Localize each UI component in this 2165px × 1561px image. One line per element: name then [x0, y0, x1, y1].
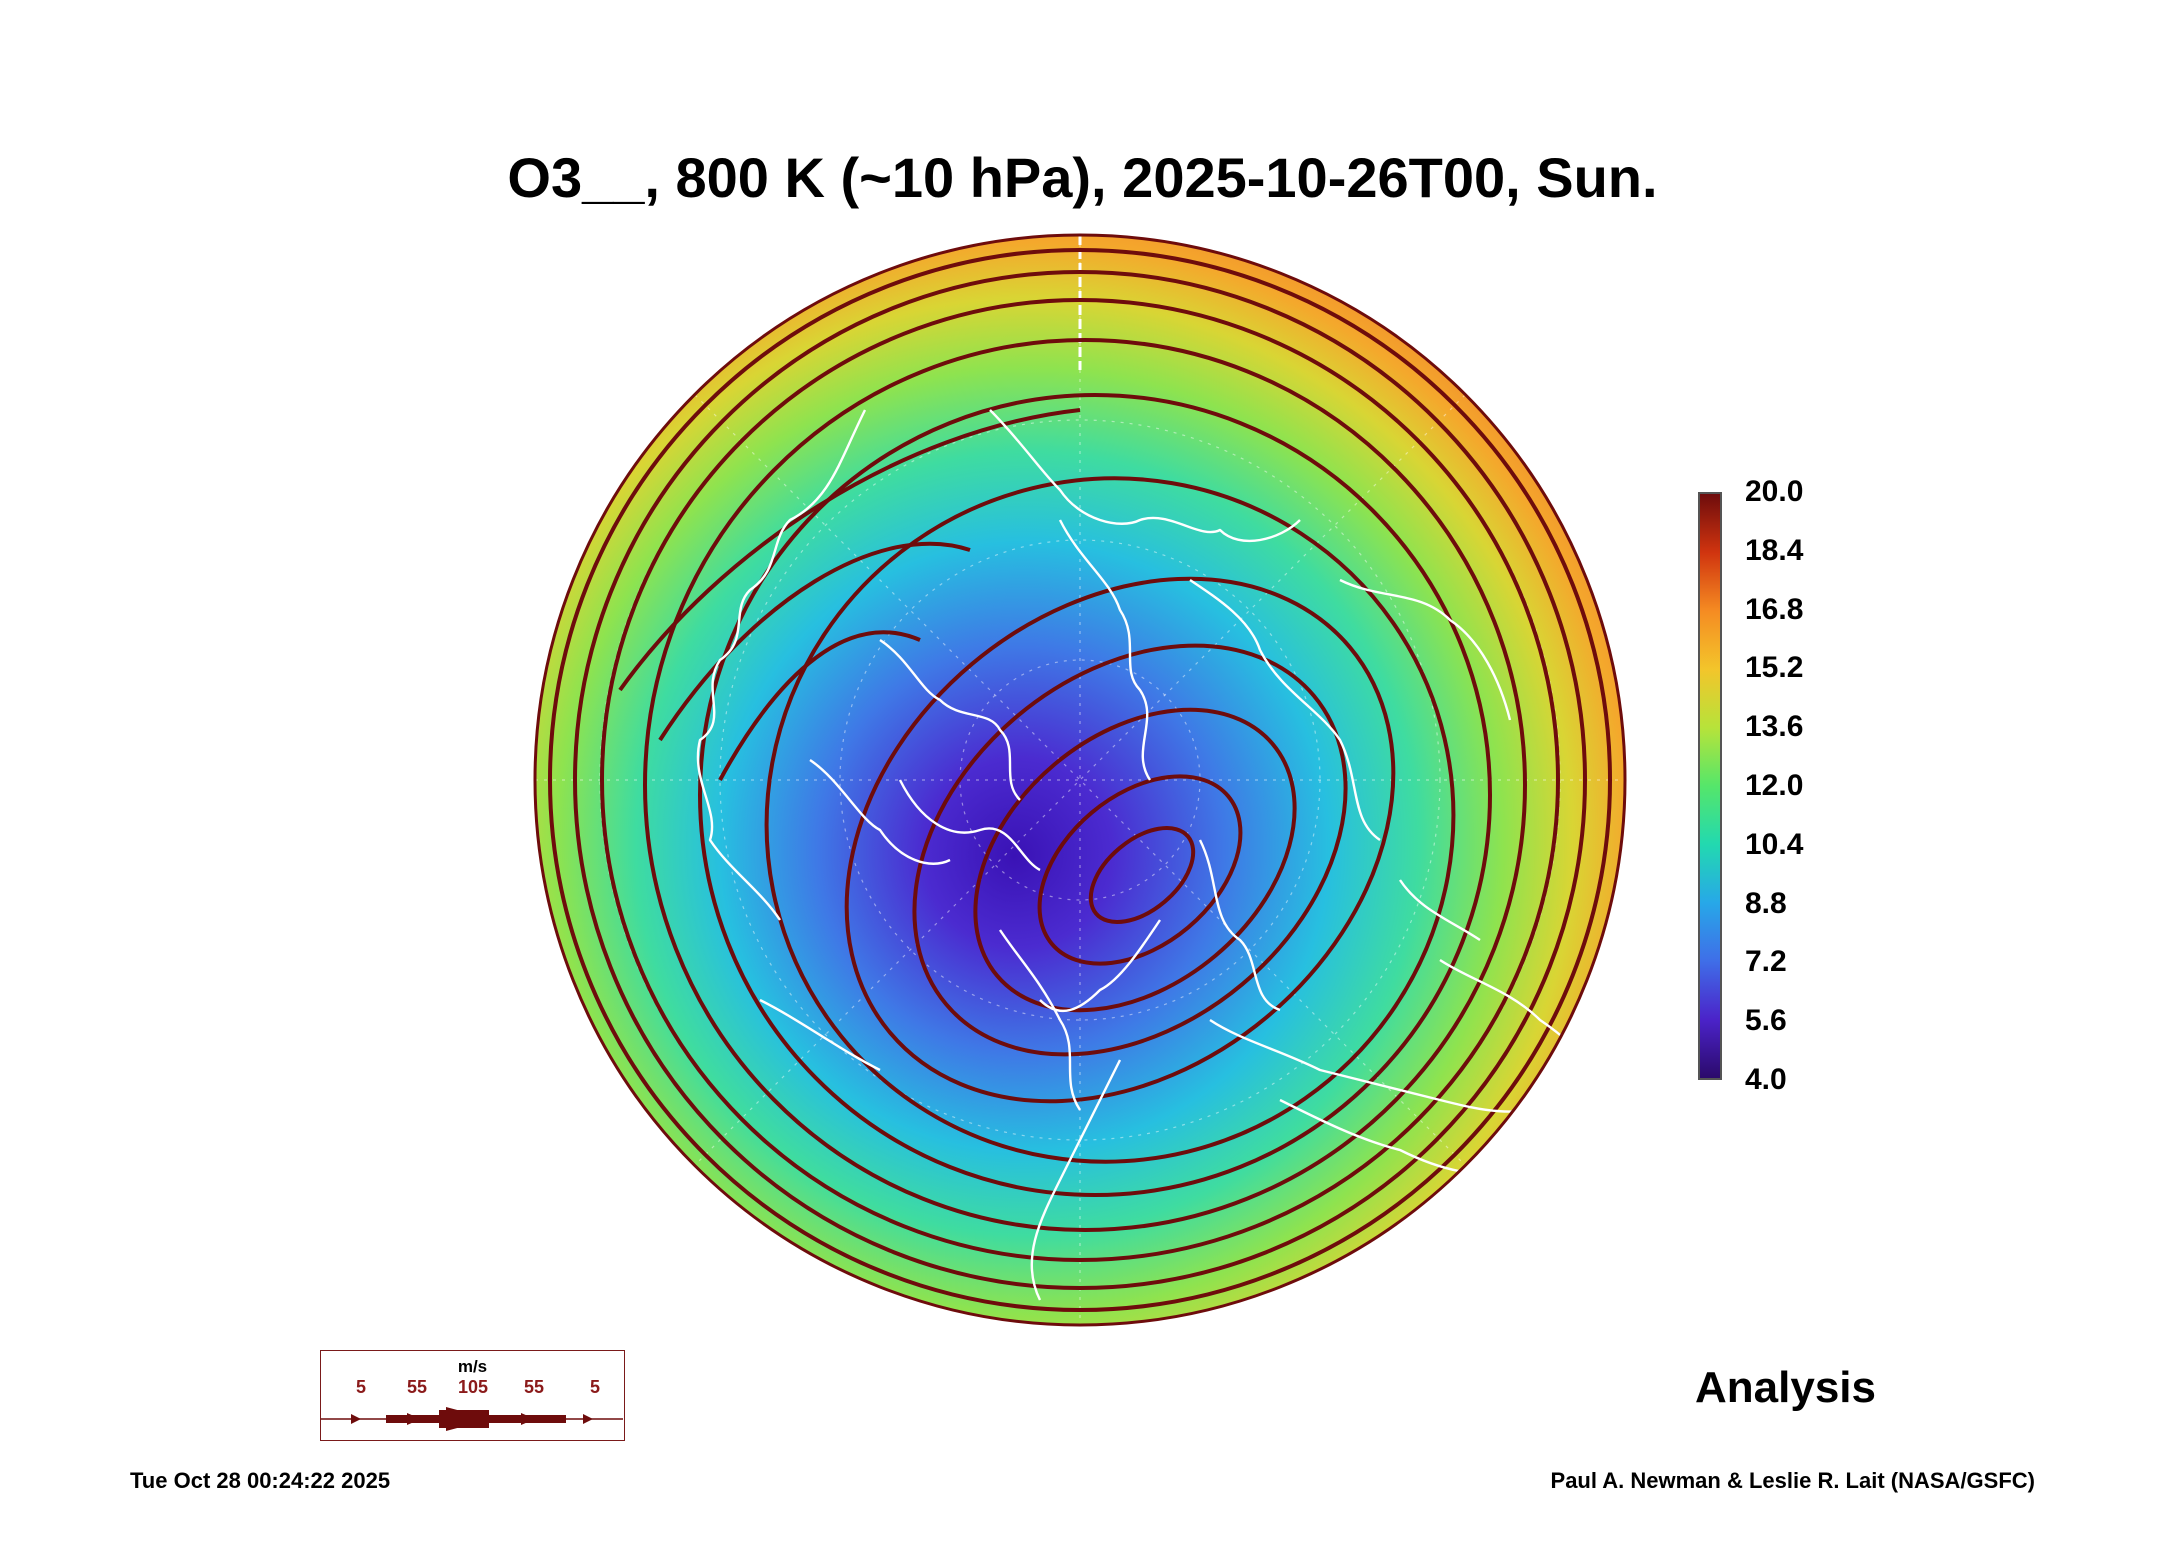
colorbar-label: 5.6 [1745, 1004, 1787, 1038]
colorbar-labels: 20.0 18.4 16.8 15.2 13.6 12.0 10.4 8.8 7… [1745, 473, 1905, 1099]
colorbar-label: 16.8 [1745, 592, 1804, 626]
colorbar-label: 4.0 [1745, 1063, 1787, 1096]
map-boundary [533, 233, 1627, 1327]
wind-tick: 5 [589, 1377, 601, 1397]
wind-tick: 5 [355, 1377, 367, 1397]
timestamp: Tue Oct 28 00:24:22 2025 [130, 1468, 391, 1493]
wind-tick: 55 [523, 1377, 545, 1397]
wind-tick: 105 [457, 1377, 489, 1397]
streamlines [548, 248, 1612, 1312]
colorbar-label: 7.2 [1745, 945, 1787, 979]
page-title: O3__, 800 K (~10 hPa), 2025-10-26T00, Su… [507, 146, 1658, 209]
wind-units-label: m/s [457, 1357, 488, 1376]
wind-tick: 55 [406, 1377, 428, 1397]
analysis-label: Analysis [1695, 1363, 1876, 1412]
colorbar-label: 15.2 [1745, 651, 1804, 685]
wind-speed-legend: m/s 5 55 105 55 5 [320, 1350, 625, 1441]
colorbar-label: 10.4 [1745, 827, 1804, 861]
colorbar [1698, 492, 1722, 1080]
colorbar-label: 18.4 [1745, 533, 1804, 567]
coastlines [696, 409, 1612, 1301]
colorbar-label: 20.0 [1745, 475, 1804, 508]
colorbar-label: 12.0 [1745, 769, 1804, 802]
colorbar-label: 8.8 [1745, 886, 1787, 920]
colorbar-label: 13.6 [1745, 710, 1804, 744]
credit: Paul A. Newman & Leslie R. Lait (NASA/GS… [1550, 1468, 2035, 1493]
wind-legend-ticks: 5 55 105 55 5 [321, 1377, 624, 1401]
polar-map [533, 233, 1627, 1327]
wind-arrow-icon [321, 1407, 623, 1431]
